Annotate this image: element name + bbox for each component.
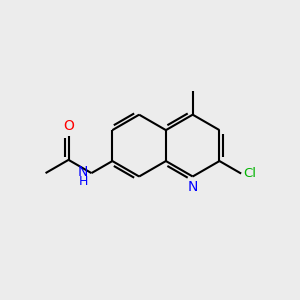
Text: Cl: Cl: [244, 167, 256, 180]
Text: N: N: [78, 165, 88, 178]
Text: H: H: [79, 176, 88, 188]
Text: N: N: [188, 180, 198, 194]
Text: O: O: [63, 119, 74, 133]
